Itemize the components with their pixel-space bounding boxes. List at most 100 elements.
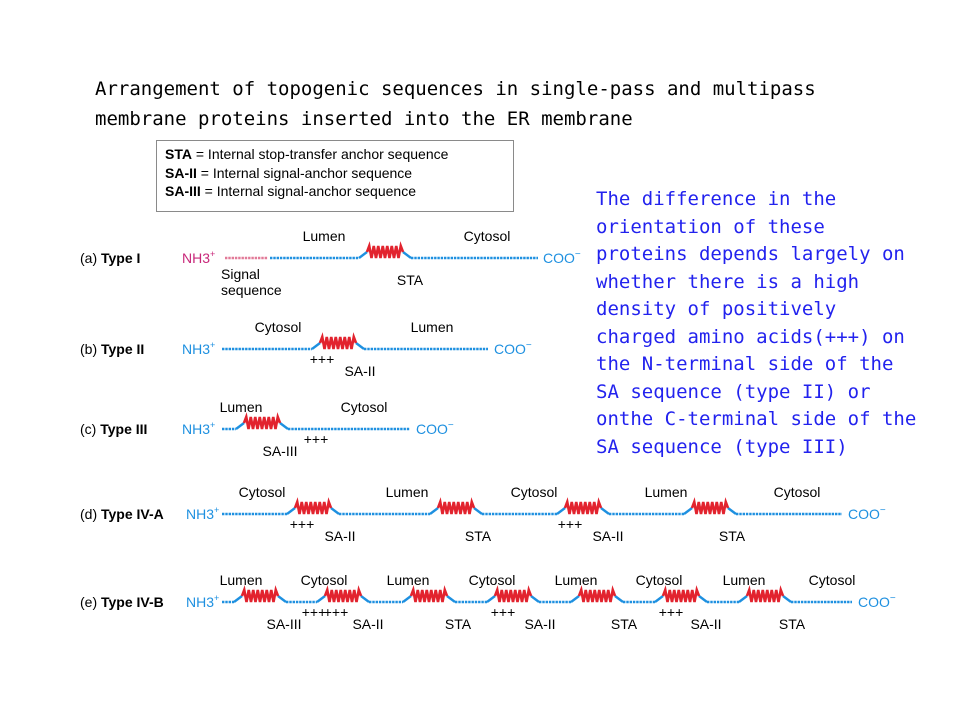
c-terminus-label: COO− (848, 505, 886, 522)
helix-sa-ii-ramp-out (600, 507, 610, 515)
compartment-label: Lumen (411, 319, 454, 335)
compartment-label: Cytosol (511, 484, 558, 500)
positive-charge-label: +++ (491, 604, 516, 620)
helix-sta-ramp-in (683, 507, 693, 515)
n-terminus-label: NH3+ (182, 249, 215, 266)
helix-sta-ramp-in (358, 251, 368, 259)
helix-sa-ii (293, 497, 333, 515)
compartment-label: Cytosol (341, 399, 388, 415)
helix-sta (436, 497, 476, 515)
helix-sa-ii (323, 585, 363, 603)
positive-charge-label: +++ (659, 604, 684, 620)
positive-charge-label: +++ (302, 604, 327, 620)
legend-text: = Internal signal-anchor sequence (196, 164, 413, 181)
signal-sequence-label: Signal (221, 266, 260, 282)
compartment-label: Lumen (645, 484, 688, 500)
helix-sa-ii-ramp-out (698, 595, 708, 603)
helix-sta-ramp-out (782, 595, 792, 603)
helix-sa-ii-ramp-in (556, 507, 566, 515)
helix-label: SA-II (690, 616, 721, 632)
positive-charge-label: +++ (558, 516, 583, 532)
legend-entry-sa-iii: SA-III = Internal signal-anchor sequence (165, 182, 505, 201)
helix-label: STA (611, 616, 638, 632)
legend-entry-sa-ii: SA-II = Internal signal-anchor sequence (165, 164, 505, 183)
n-terminus-label: NH3+ (182, 340, 215, 357)
c-terminus-label: COO− (494, 340, 532, 357)
positive-charge-label: +++ (324, 604, 349, 620)
helix-sta (409, 585, 449, 603)
helix-sta (365, 241, 405, 259)
compartment-label: Lumen (303, 228, 346, 244)
helix-sa-ii-ramp-in (311, 342, 321, 350)
positive-charge-label: +++ (310, 351, 335, 367)
row-label: (b) Type II (80, 341, 144, 357)
helix-sa-ii-ramp-in (654, 595, 664, 603)
helix-label: STA (465, 528, 492, 544)
compartment-label: Lumen (555, 572, 598, 588)
abbreviation-legend: STA = Internal stop-transfer anchor sequ… (156, 140, 514, 212)
helix-sa-ii-ramp-in (286, 507, 296, 515)
compartment-label: Cytosol (255, 319, 302, 335)
title-line-1: Arrangement of topogenic sequences in si… (95, 78, 816, 100)
n-terminus-label: NH3+ (186, 593, 219, 610)
compartment-label: Cytosol (301, 572, 348, 588)
helix-sa-ii-ramp-out (360, 595, 370, 603)
positive-charge-label: +++ (290, 516, 315, 532)
compartment-label: Lumen (220, 572, 263, 588)
helix-sa-iii-ramp-in (235, 422, 245, 430)
helix-sta-ramp-out (473, 507, 483, 515)
compartment-label: Lumen (387, 572, 430, 588)
explanation-note: The difference in the orientation of the… (596, 188, 917, 458)
helix-sa-ii (661, 585, 701, 603)
helix-sa-ii-ramp-out (355, 342, 365, 350)
helix-sa-iii (240, 585, 280, 603)
helix-label: STA (397, 272, 424, 288)
helix-label: SA-III (262, 443, 297, 459)
row-label: (e) Type IV-B (80, 594, 164, 610)
title-line-2: membrane proteins inserted into the ER m… (95, 108, 633, 130)
helix-label: SA-II (324, 528, 355, 544)
helix-sa-iii-ramp-in (233, 595, 243, 603)
legend-entry-sta: STA = Internal stop-transfer anchor sequ… (165, 145, 505, 164)
helix-sta (745, 585, 785, 603)
n-terminus-label: NH3+ (186, 505, 219, 522)
compartment-label: Cytosol (636, 572, 683, 588)
helix-label: STA (445, 616, 472, 632)
helix-sa-ii-ramp-out (330, 507, 340, 515)
helix-sta-ramp-out (727, 507, 737, 515)
legend-abbr: SA-II (165, 164, 197, 181)
legend-abbr: STA (165, 146, 192, 162)
compartment-label: Cytosol (239, 484, 286, 500)
c-terminus-label: COO− (416, 420, 454, 437)
helix-sa-ii (493, 585, 533, 603)
n-terminus-label: NH3+ (182, 420, 215, 437)
figure-title: Arrangement of topogenic sequences in si… (95, 74, 855, 134)
helix-sta-ramp-in (738, 595, 748, 603)
compartment-label: Cytosol (809, 572, 856, 588)
helix-label: SA-III (266, 616, 301, 632)
helix-sa-iii-ramp-out (279, 422, 289, 430)
helix-sta-ramp-in (402, 595, 412, 603)
row-label: (c) Type III (80, 421, 147, 437)
helix-label: STA (719, 528, 746, 544)
row-label: (a) Type I (80, 250, 140, 266)
positive-charge-label: +++ (304, 431, 329, 447)
helix-sa-iii (242, 412, 282, 430)
helix-sta-ramp-in (429, 507, 439, 515)
row-label: (d) Type IV-A (80, 506, 164, 522)
helix-sa-ii-ramp-in (316, 595, 326, 603)
c-terminus-label: COO− (543, 249, 581, 266)
legend-text: = Internal signal-anchor sequence (200, 183, 416, 199)
compartment-label: Lumen (386, 484, 429, 500)
signal-sequence-label: sequence (221, 282, 282, 298)
helix-label: SA-II (344, 363, 375, 379)
helix-sta (690, 497, 730, 515)
helix-sa-iii-ramp-out (277, 595, 287, 603)
compartment-label: Cytosol (469, 572, 516, 588)
helix-sta-ramp-out (614, 595, 624, 603)
helix-sa-ii-ramp-in (486, 595, 496, 603)
helix-label: STA (779, 616, 806, 632)
compartment-label: Lumen (220, 399, 263, 415)
legend-abbr: SA-III (165, 183, 201, 199)
